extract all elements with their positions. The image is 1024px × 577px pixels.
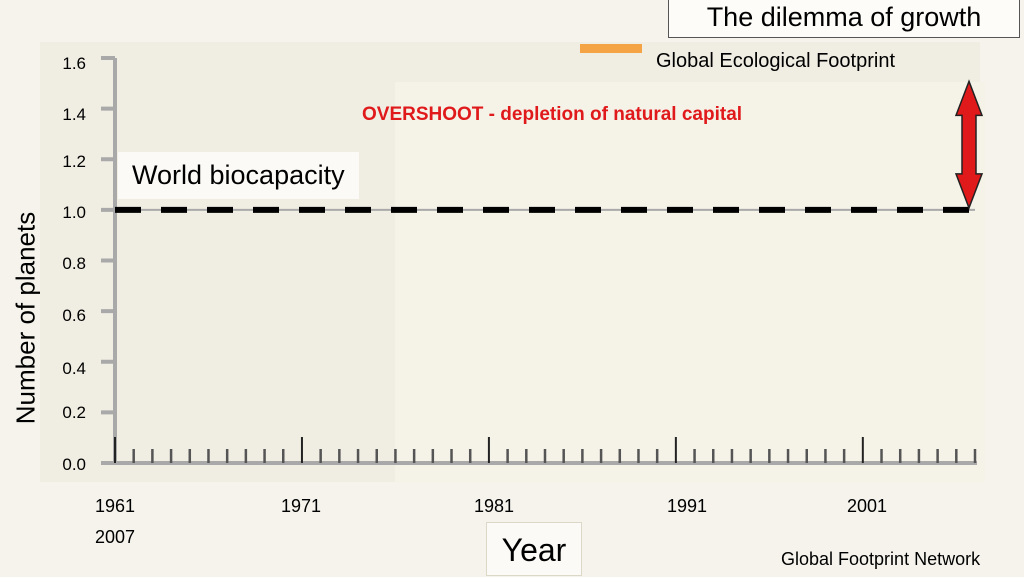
y-tick-label: 1.4 bbox=[62, 105, 86, 124]
y-tick-label: 0.2 bbox=[62, 403, 86, 422]
x-tick-label: 1971 bbox=[281, 496, 322, 516]
overshoot-arrow bbox=[954, 79, 984, 210]
y-tick-label: 1.6 bbox=[62, 54, 86, 73]
x-axis-label: Year bbox=[486, 522, 582, 576]
legend-label: Global Ecological Footprint bbox=[646, 44, 906, 80]
y-tick-label: 0.6 bbox=[62, 306, 86, 325]
x-tick-label: 1981 bbox=[474, 496, 515, 516]
y-tick-label: 0.0 bbox=[62, 455, 86, 474]
biocapacity-label: World biocapacity bbox=[118, 152, 359, 199]
legend-swatch bbox=[580, 44, 642, 53]
y-tick-label: 0.8 bbox=[62, 254, 86, 273]
overshoot-label: OVERSHOOT - depletion of natural capital bbox=[362, 104, 743, 125]
x-tick-label: 2001 bbox=[847, 496, 888, 516]
chart-inner-panel bbox=[395, 82, 985, 482]
y-axis-label: Number of planets bbox=[10, 211, 41, 425]
x-tick-label: 1961 bbox=[95, 496, 136, 516]
y-tick-label: 1.0 bbox=[62, 203, 86, 222]
x-tick-label: 2007 bbox=[95, 527, 136, 547]
y-tick-label: 0.4 bbox=[62, 359, 86, 378]
y-tick-label: 1.2 bbox=[62, 152, 86, 171]
x-tick-label: 1991 bbox=[667, 496, 708, 516]
slide-title: The dilemma of growth bbox=[668, 0, 1020, 38]
source-label: Global Footprint Network bbox=[781, 549, 981, 569]
